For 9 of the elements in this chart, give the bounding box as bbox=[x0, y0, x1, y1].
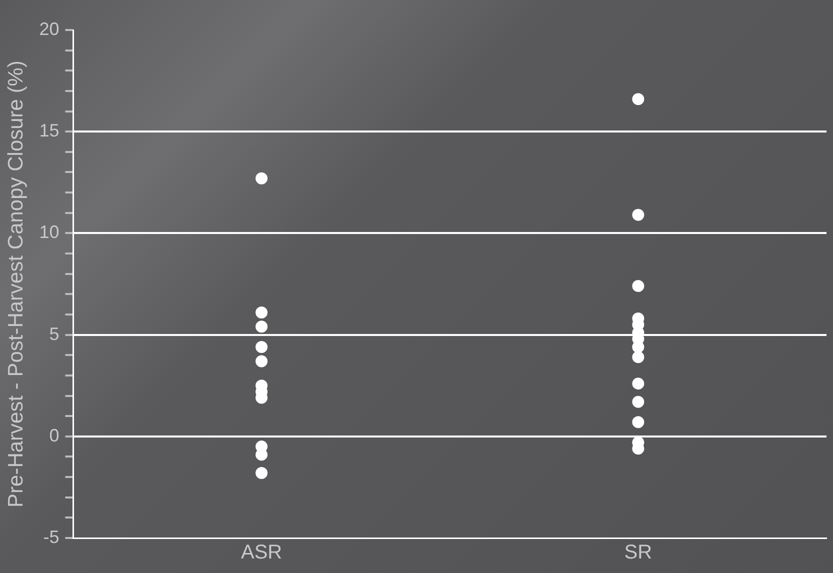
y-tick-label: 5 bbox=[49, 324, 60, 344]
x-tick-label: SR bbox=[624, 542, 652, 564]
y-axis-title: Pre-Harvest - Post-Harvest Canopy Closure (%) bbox=[4, 60, 28, 508]
y-tick-label: -5 bbox=[43, 526, 60, 547]
y-tick-label: 15 bbox=[39, 120, 60, 141]
y-tick-label: 10 bbox=[39, 222, 60, 242]
y-tick-label: 20 bbox=[39, 18, 60, 39]
y-tick-label: 0 bbox=[49, 425, 60, 446]
x-tick-label: ASR bbox=[240, 542, 282, 564]
